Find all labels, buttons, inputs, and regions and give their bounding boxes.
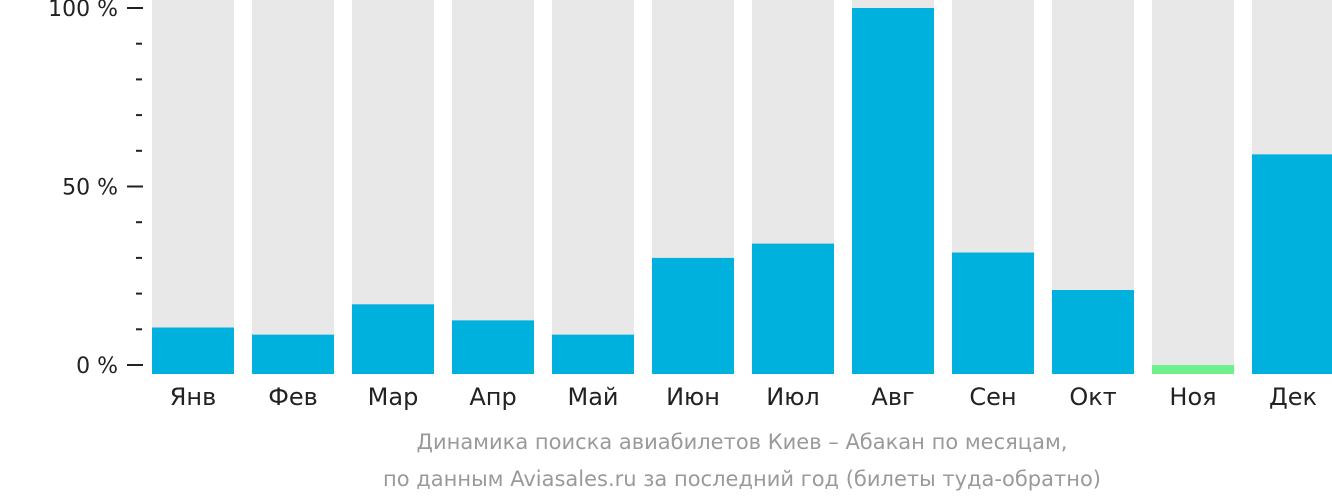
bar-3 xyxy=(352,304,434,374)
x-tick-label: Ноя xyxy=(1169,383,1216,411)
bar-8 xyxy=(852,8,934,374)
bar-12 xyxy=(1252,154,1332,374)
x-axis-labels: Янв Фев Мар Апр Май Июн Июл Авг Сен Окт Ноя Дек xyxy=(170,383,1317,411)
bar-tracks xyxy=(152,0,1332,374)
bar-track-1 xyxy=(152,0,234,374)
x-tick-label: Май xyxy=(567,383,618,411)
bar-track-4 xyxy=(452,0,534,374)
bar-2 xyxy=(252,334,334,374)
bar-10 xyxy=(1052,290,1134,374)
bar-track-11 xyxy=(1152,0,1234,374)
x-tick-label: Фев xyxy=(268,383,318,411)
x-tick-label: Июн xyxy=(666,383,720,411)
x-tick-label: Апр xyxy=(469,383,516,411)
x-tick-label: Янв xyxy=(170,383,217,411)
y-axis: 100 % 50 % 0 % xyxy=(48,0,143,379)
bar-11 xyxy=(1152,365,1234,374)
x-tick-label: Авг xyxy=(871,383,914,411)
y-tick-label: 0 % xyxy=(76,354,118,379)
bar-track-2 xyxy=(252,0,334,374)
y-tick-label: 50 % xyxy=(62,176,118,201)
y-tick-label: 100 % xyxy=(48,0,118,22)
x-tick-label: Сен xyxy=(969,383,1016,411)
bar-7 xyxy=(752,243,834,374)
bar-1 xyxy=(152,327,234,374)
x-tick-label: Июл xyxy=(766,383,820,411)
bar-track-5 xyxy=(552,0,634,374)
x-tick-label: Дек xyxy=(1269,383,1317,411)
chart-caption-line1: Динамика поиска авиабилетов Киев – Абака… xyxy=(416,430,1068,454)
chart-caption-line2: по данным Aviasales.ru за последний год … xyxy=(383,467,1101,491)
x-tick-label: Мар xyxy=(368,383,419,411)
bars xyxy=(152,8,1332,374)
x-tick-label: Окт xyxy=(1069,383,1116,411)
bar-9 xyxy=(952,252,1034,374)
bar-chart: 100 % 50 % 0 % Янв Фев Мар Апр Май Июн Июл Авг Сен… xyxy=(48,0,1332,411)
bar-6 xyxy=(652,257,734,374)
bar-5 xyxy=(552,334,634,374)
bar-4 xyxy=(452,320,534,374)
